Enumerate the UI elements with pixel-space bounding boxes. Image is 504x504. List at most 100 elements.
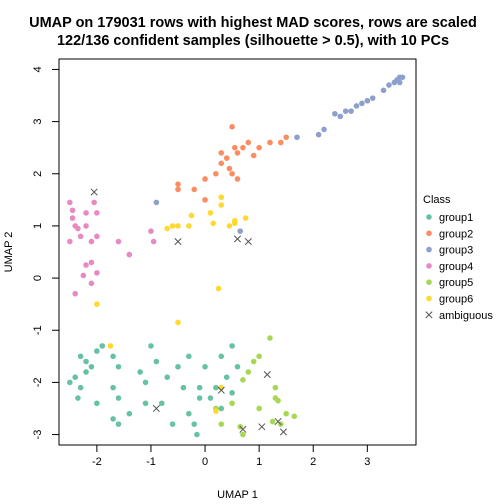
point-group3 bbox=[294, 134, 300, 141]
point-group1 bbox=[126, 410, 133, 417]
point-group2 bbox=[229, 124, 235, 130]
point-group2 bbox=[240, 144, 246, 151]
point-group2 bbox=[256, 144, 262, 151]
point-group1 bbox=[75, 395, 81, 401]
point-group4 bbox=[69, 215, 76, 221]
point-group1 bbox=[213, 384, 219, 391]
point-group2 bbox=[175, 186, 181, 193]
legend-label: group5 bbox=[439, 277, 473, 289]
point-group4 bbox=[88, 259, 95, 266]
point-group4 bbox=[88, 238, 95, 245]
y-tick-label: 2 bbox=[32, 171, 44, 177]
point-group5 bbox=[272, 384, 279, 391]
legend-marker bbox=[425, 311, 433, 319]
point-group1 bbox=[148, 343, 154, 349]
chart-subtitle: 122/136 confident samples (silhouette > … bbox=[57, 33, 449, 49]
point-group6 bbox=[186, 223, 192, 229]
point-group4 bbox=[67, 238, 73, 245]
x-tick-label: 2 bbox=[310, 456, 316, 468]
point-group5 bbox=[218, 421, 225, 427]
y-axis: -3 -2 -1 0 1 2 3 4 bbox=[32, 66, 60, 440]
legend-title: Class bbox=[423, 194, 451, 206]
legend-marker bbox=[426, 230, 432, 237]
point-group1 bbox=[83, 358, 89, 365]
point-group4 bbox=[77, 233, 84, 240]
point-group1 bbox=[229, 390, 235, 396]
point-group2 bbox=[231, 144, 238, 151]
point-group6 bbox=[207, 210, 214, 216]
point-group1 bbox=[207, 395, 214, 401]
point-group4 bbox=[94, 233, 100, 240]
point-ambiguous bbox=[90, 188, 98, 196]
point-group1 bbox=[110, 353, 116, 360]
point-group3 bbox=[391, 79, 398, 86]
x-axis-label: UMAP 1 bbox=[217, 489, 258, 501]
x-axis: -2 -1 0 1 2 3 bbox=[92, 444, 370, 468]
point-group6 bbox=[231, 220, 238, 227]
legend-entries: group1 group2 group3 group4 group5 group6 ambi… bbox=[425, 212, 493, 322]
point-group6 bbox=[226, 223, 233, 229]
x-tick-label: 0 bbox=[202, 456, 208, 468]
point-group3 bbox=[332, 110, 338, 117]
point-group1 bbox=[77, 384, 84, 391]
point-group4 bbox=[115, 238, 122, 245]
point-group5 bbox=[240, 376, 246, 383]
point-group2 bbox=[218, 150, 225, 156]
legend-label: group4 bbox=[439, 261, 473, 273]
point-group6 bbox=[107, 343, 114, 349]
y-tick-label: 4 bbox=[32, 66, 44, 72]
point-group3 bbox=[342, 108, 349, 114]
point-group6 bbox=[213, 408, 219, 414]
point-group1 bbox=[110, 384, 116, 391]
point-group6 bbox=[94, 301, 100, 307]
point-group2 bbox=[277, 139, 284, 146]
point-group5 bbox=[267, 335, 273, 341]
point-group1 bbox=[142, 379, 149, 386]
point-group2 bbox=[267, 139, 273, 146]
point-group1 bbox=[186, 353, 192, 360]
point-group6 bbox=[242, 215, 249, 221]
x-tick-label: 3 bbox=[364, 456, 370, 468]
point-group1 bbox=[94, 400, 100, 407]
point-group1 bbox=[202, 363, 208, 370]
y-tick-label: -3 bbox=[32, 430, 44, 440]
point-group4 bbox=[72, 290, 79, 297]
point-ambiguous bbox=[258, 423, 266, 431]
point-group6 bbox=[218, 202, 225, 208]
point-group1 bbox=[115, 395, 122, 401]
point-group3 bbox=[399, 74, 406, 81]
legend-marker bbox=[426, 295, 432, 302]
point-group1 bbox=[94, 348, 100, 354]
point-group6 bbox=[188, 212, 195, 219]
point-group4 bbox=[83, 262, 89, 268]
point-group1 bbox=[158, 400, 165, 407]
point-group6 bbox=[218, 194, 225, 201]
point-group5 bbox=[245, 369, 252, 375]
point-group1 bbox=[196, 395, 203, 401]
y-tick-label: -1 bbox=[32, 325, 44, 335]
point-group1 bbox=[196, 384, 203, 391]
legend-item-group4: group4 bbox=[426, 261, 473, 273]
point-group3 bbox=[337, 113, 344, 120]
data-points bbox=[67, 74, 406, 438]
point-group6 bbox=[164, 225, 170, 232]
point-ambiguous bbox=[274, 417, 282, 426]
point-ambiguous bbox=[233, 235, 242, 243]
point-group2 bbox=[250, 152, 257, 159]
point-group3 bbox=[369, 95, 376, 101]
point-group2 bbox=[202, 176, 208, 182]
point-group4 bbox=[94, 210, 100, 216]
x-tick-label: 1 bbox=[256, 456, 262, 468]
y-tick-label: 0 bbox=[32, 275, 44, 281]
point-group4 bbox=[67, 199, 73, 206]
point-group1 bbox=[72, 374, 79, 380]
legend: Class group1group2group3group4group5grou… bbox=[423, 194, 493, 322]
point-group5 bbox=[291, 413, 298, 420]
point-group2 bbox=[202, 197, 208, 203]
point-ambiguous bbox=[263, 371, 271, 379]
legend-item-group5: group5 bbox=[426, 277, 473, 289]
legend-item-ambiguous: ambiguous bbox=[425, 310, 493, 322]
point-group2 bbox=[283, 134, 289, 141]
legend-label: group3 bbox=[439, 245, 473, 257]
x-tick-label: -2 bbox=[92, 456, 102, 468]
